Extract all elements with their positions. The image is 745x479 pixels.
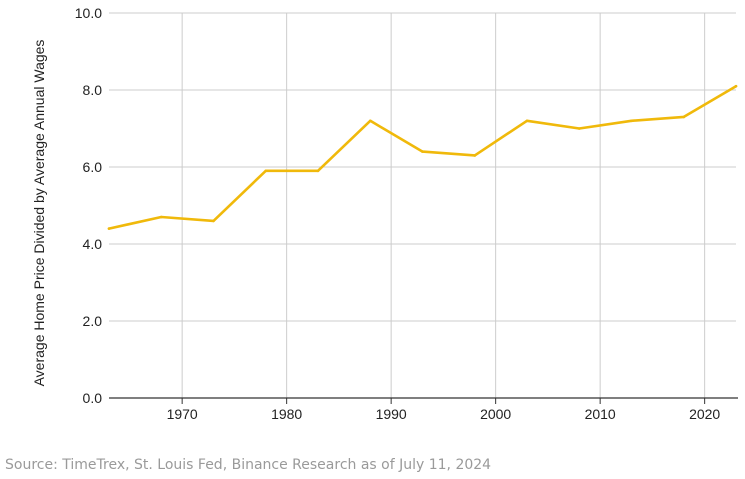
data-point bbox=[682, 115, 686, 119]
x-tick-label: 1980 bbox=[271, 406, 302, 422]
data-point bbox=[525, 119, 529, 123]
data-point bbox=[577, 127, 581, 130]
data-point bbox=[316, 169, 320, 173]
x-tick-label: 2010 bbox=[585, 406, 616, 422]
x-tick-label: 2000 bbox=[480, 406, 511, 422]
data-point bbox=[107, 227, 111, 230]
data-point bbox=[212, 219, 215, 223]
y-axis-label: Average Home Price Divided by Average An… bbox=[31, 40, 47, 387]
series-line bbox=[107, 84, 738, 230]
x-tick-label: 2020 bbox=[689, 406, 720, 422]
x-tick-label: 1970 bbox=[167, 406, 198, 422]
series-group bbox=[107, 84, 738, 230]
data-point bbox=[734, 84, 738, 88]
data-point bbox=[368, 119, 372, 123]
tick-labels: 0.0 2.0 4.0 6.0 8.0 10.0 1970 1980 1990 2000 2010 2… bbox=[75, 5, 721, 422]
y-tick-label: 8.0 bbox=[83, 82, 103, 98]
y-tick-label: 0.0 bbox=[83, 390, 103, 406]
y-tick-label: 2.0 bbox=[83, 313, 103, 329]
source-note: Source: TimeTrex, St. Louis Fed, Binance… bbox=[5, 457, 492, 473]
grid-lines bbox=[109, 12, 736, 398]
data-point bbox=[264, 169, 268, 173]
axes bbox=[109, 397, 738, 404]
y-tick-label: 10.0 bbox=[75, 5, 102, 21]
data-point bbox=[421, 150, 424, 153]
data-point bbox=[159, 215, 163, 219]
data-point bbox=[630, 119, 633, 123]
data-point bbox=[473, 154, 477, 157]
y-tick-label: 6.0 bbox=[83, 159, 103, 175]
y-tick-label: 4.0 bbox=[83, 236, 103, 252]
x-tick-label: 1990 bbox=[376, 406, 407, 422]
